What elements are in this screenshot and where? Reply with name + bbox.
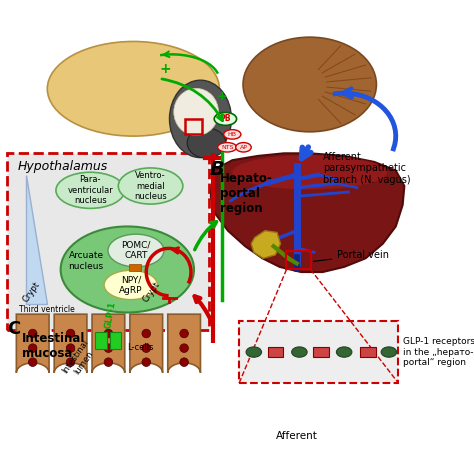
Ellipse shape bbox=[118, 168, 183, 204]
Bar bbox=[286, 251, 310, 269]
Circle shape bbox=[66, 344, 75, 353]
Polygon shape bbox=[26, 175, 47, 304]
Text: Hepato-
portal
region: Hepato- portal region bbox=[220, 172, 273, 215]
Text: Para-
ventricular
nucleus: Para- ventricular nucleus bbox=[67, 175, 113, 205]
Text: POMC/
CART: POMC/ CART bbox=[121, 241, 151, 260]
Text: PB: PB bbox=[219, 114, 231, 123]
Text: Arcuate
nucleus: Arcuate nucleus bbox=[68, 251, 104, 271]
Text: +: + bbox=[159, 62, 171, 76]
Text: NTS: NTS bbox=[221, 145, 233, 150]
Ellipse shape bbox=[187, 128, 226, 158]
Ellipse shape bbox=[236, 143, 251, 152]
Circle shape bbox=[180, 358, 189, 366]
Text: AP: AP bbox=[239, 145, 247, 150]
Bar bbox=[313, 347, 328, 357]
Text: Crypt: Crypt bbox=[141, 280, 162, 304]
Circle shape bbox=[142, 329, 151, 338]
Bar bbox=[239, 321, 398, 383]
Polygon shape bbox=[16, 314, 49, 373]
Ellipse shape bbox=[224, 130, 241, 139]
Bar bbox=[267, 347, 283, 357]
Ellipse shape bbox=[108, 234, 164, 267]
Ellipse shape bbox=[214, 112, 237, 125]
Bar bbox=[95, 332, 107, 349]
Text: Intestinal
lumen: Intestinal lumen bbox=[61, 338, 99, 382]
Text: Afferent
parasympathetic
branch (N. vagus): Afferent parasympathetic branch (N. vagu… bbox=[323, 152, 410, 185]
Polygon shape bbox=[211, 153, 404, 272]
Ellipse shape bbox=[232, 155, 387, 190]
Ellipse shape bbox=[174, 88, 219, 136]
Circle shape bbox=[66, 329, 75, 338]
Bar bbox=[7, 153, 209, 330]
Ellipse shape bbox=[337, 347, 352, 357]
Bar bbox=[185, 119, 202, 135]
Circle shape bbox=[104, 358, 113, 366]
Ellipse shape bbox=[292, 347, 307, 357]
Polygon shape bbox=[251, 231, 281, 258]
Ellipse shape bbox=[170, 80, 231, 158]
Bar bbox=[361, 347, 376, 357]
Text: Intestinal
mucosa: Intestinal mucosa bbox=[22, 332, 86, 360]
Circle shape bbox=[180, 344, 189, 353]
Text: Third ventricle: Third ventricle bbox=[19, 305, 75, 314]
Ellipse shape bbox=[218, 143, 237, 152]
Circle shape bbox=[28, 344, 37, 353]
Circle shape bbox=[104, 344, 113, 353]
Text: GLP-1 receptors
in the „hepaто-
portal“ region: GLP-1 receptors in the „hepaто- portal“ … bbox=[402, 337, 474, 367]
Text: Crypt: Crypt bbox=[21, 280, 41, 304]
Text: Ventro-
medial
nucleus: Ventro- medial nucleus bbox=[134, 171, 167, 201]
Text: GLP-1: GLP-1 bbox=[103, 301, 117, 329]
Text: C: C bbox=[7, 320, 20, 338]
Text: NPY/
AgRP: NPY/ AgRP bbox=[119, 275, 143, 295]
Text: Hypothalamus: Hypothalamus bbox=[17, 160, 108, 173]
Text: +: + bbox=[217, 90, 228, 103]
Ellipse shape bbox=[381, 347, 397, 357]
Circle shape bbox=[180, 329, 189, 338]
Polygon shape bbox=[92, 314, 125, 373]
Circle shape bbox=[66, 358, 75, 366]
Text: B: B bbox=[210, 160, 225, 179]
Bar bbox=[110, 332, 121, 349]
Polygon shape bbox=[54, 314, 87, 373]
Ellipse shape bbox=[56, 172, 125, 209]
Text: Afferent: Afferent bbox=[276, 431, 318, 441]
Circle shape bbox=[142, 344, 151, 353]
Polygon shape bbox=[130, 314, 163, 373]
Ellipse shape bbox=[61, 227, 194, 312]
Circle shape bbox=[104, 329, 113, 338]
Ellipse shape bbox=[47, 41, 219, 136]
Ellipse shape bbox=[246, 347, 262, 357]
Ellipse shape bbox=[243, 37, 376, 132]
Text: L-cells: L-cells bbox=[128, 344, 154, 353]
Text: Portal vein: Portal vein bbox=[313, 250, 389, 261]
Circle shape bbox=[28, 358, 37, 366]
Circle shape bbox=[142, 358, 151, 366]
Text: HB: HB bbox=[228, 132, 237, 137]
Polygon shape bbox=[168, 314, 201, 373]
Bar bbox=[129, 264, 141, 271]
Circle shape bbox=[28, 329, 37, 338]
Ellipse shape bbox=[104, 270, 157, 300]
